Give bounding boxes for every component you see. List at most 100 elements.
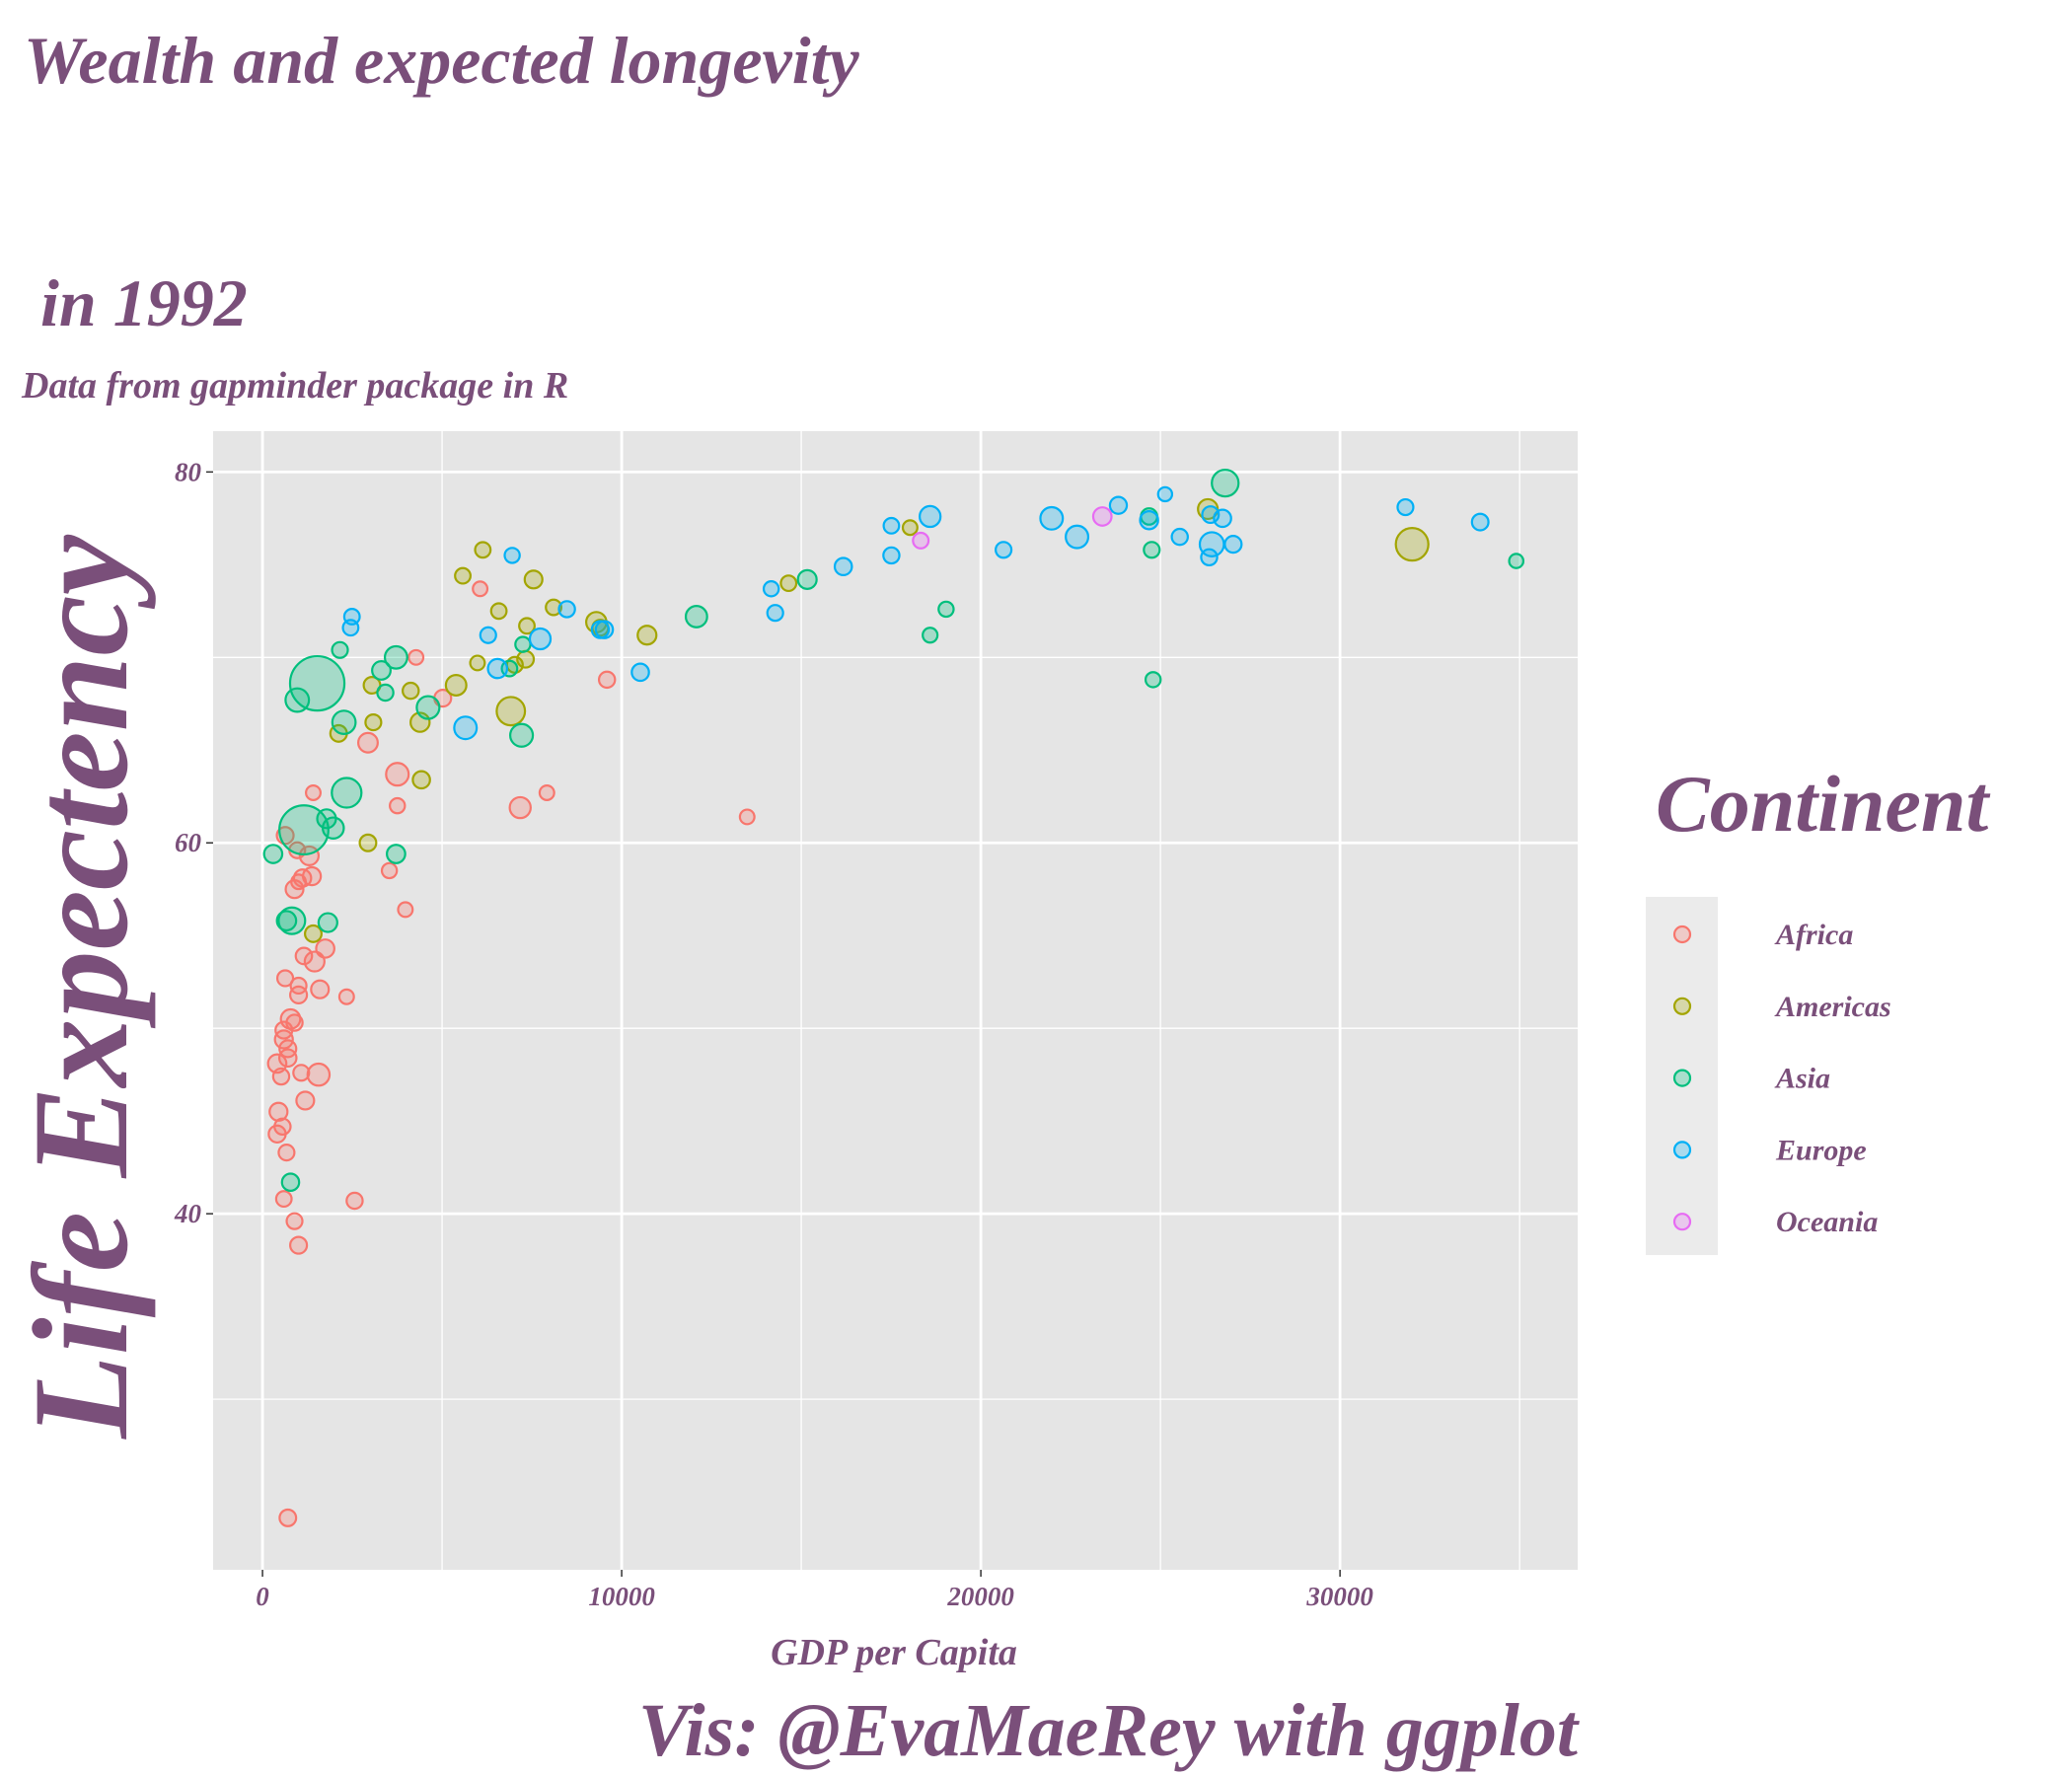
data-point <box>278 804 330 856</box>
data-point <box>315 938 335 959</box>
data-point <box>796 568 818 590</box>
data-point <box>358 833 378 852</box>
legend-label: Europe <box>1775 1134 1867 1166</box>
data-point <box>397 901 414 919</box>
data-point <box>937 600 955 619</box>
data-point <box>509 722 535 748</box>
data-point <box>274 1190 293 1209</box>
data-point <box>289 985 309 1004</box>
data-point <box>538 784 555 801</box>
data-point <box>317 912 338 933</box>
data-point <box>407 648 425 666</box>
data-point <box>316 808 337 830</box>
legend-label: Africa <box>1774 919 1853 951</box>
data-point <box>364 712 383 732</box>
y-tick-label: 60 <box>175 828 202 857</box>
data-point <box>266 1053 288 1074</box>
data-point <box>345 1191 364 1211</box>
data-point <box>386 844 407 864</box>
data-point <box>277 906 307 935</box>
data-point <box>489 602 508 621</box>
data-point <box>472 580 489 598</box>
data-point <box>636 625 658 646</box>
data-point <box>331 777 363 809</box>
data-point <box>331 640 349 659</box>
data-point <box>306 1062 332 1087</box>
x-tick-label: 0 <box>256 1582 269 1611</box>
data-point <box>766 604 784 623</box>
data-point <box>310 979 331 999</box>
x-axis-label: GDP per Capita <box>771 1632 1017 1673</box>
legend-key <box>1672 997 1692 1015</box>
data-point <box>284 687 311 713</box>
x-tick-label: 10000 <box>588 1582 655 1611</box>
data-point <box>1223 535 1243 555</box>
data-point <box>1470 512 1490 532</box>
data-point <box>1108 495 1129 515</box>
data-point <box>279 1007 302 1030</box>
data-point <box>341 619 360 637</box>
data-point <box>901 519 919 537</box>
data-point <box>882 516 901 535</box>
data-point <box>268 1101 289 1122</box>
data-point <box>1213 508 1232 529</box>
data-point <box>995 541 1013 559</box>
data-point <box>290 873 308 891</box>
data-point <box>779 574 798 593</box>
x-tick-label: 20000 <box>946 1582 1014 1611</box>
data-point <box>275 969 295 988</box>
data-point <box>486 657 509 680</box>
data-point <box>918 504 942 529</box>
data-point <box>479 626 497 644</box>
data-point <box>1143 541 1161 559</box>
data-point <box>285 1013 304 1032</box>
data-point <box>528 627 553 651</box>
data-point <box>1396 497 1415 517</box>
data-point <box>523 569 544 590</box>
data-point <box>1139 509 1159 531</box>
legend-key <box>1672 1141 1692 1159</box>
data-point <box>402 681 420 701</box>
data-point <box>1508 553 1525 569</box>
chart-title: Wealth and expected longevity in 1992 <box>24 23 859 340</box>
panel <box>213 431 1578 1570</box>
data-point <box>275 910 298 932</box>
legend-key <box>1672 925 1692 944</box>
data-point <box>376 683 395 703</box>
data-point <box>289 1235 309 1255</box>
data-point <box>289 976 308 996</box>
data-point <box>516 649 536 669</box>
data-point <box>415 695 441 720</box>
data-point <box>1065 524 1090 550</box>
legend-key <box>1672 1069 1692 1087</box>
data-point <box>262 844 284 864</box>
data-point <box>389 796 407 815</box>
data-point <box>882 546 901 565</box>
data-point <box>337 988 355 1005</box>
data-point <box>1156 485 1174 503</box>
data-point <box>1200 548 1219 567</box>
y-axis-label: Life Expectency <box>5 534 156 1440</box>
data-point <box>380 861 399 880</box>
data-point <box>383 644 408 670</box>
data-point <box>495 696 527 727</box>
data-point <box>294 946 314 966</box>
data-point <box>1144 671 1162 689</box>
legend-label: Oceania <box>1776 1206 1878 1238</box>
legend-label: Americas <box>1774 991 1891 1023</box>
x-tick-label: 30000 <box>1305 1582 1373 1611</box>
legend-key <box>1672 1213 1692 1231</box>
data-point <box>1394 527 1430 562</box>
data-point <box>518 617 536 635</box>
data-point <box>295 1090 316 1111</box>
data-point <box>453 715 479 741</box>
data-point <box>630 662 650 683</box>
data-point <box>594 620 615 639</box>
data-point <box>912 531 930 550</box>
data-point <box>292 1064 311 1082</box>
data-point <box>474 541 492 559</box>
data-point <box>280 1172 301 1192</box>
data-point <box>411 770 431 790</box>
data-point <box>304 924 323 943</box>
